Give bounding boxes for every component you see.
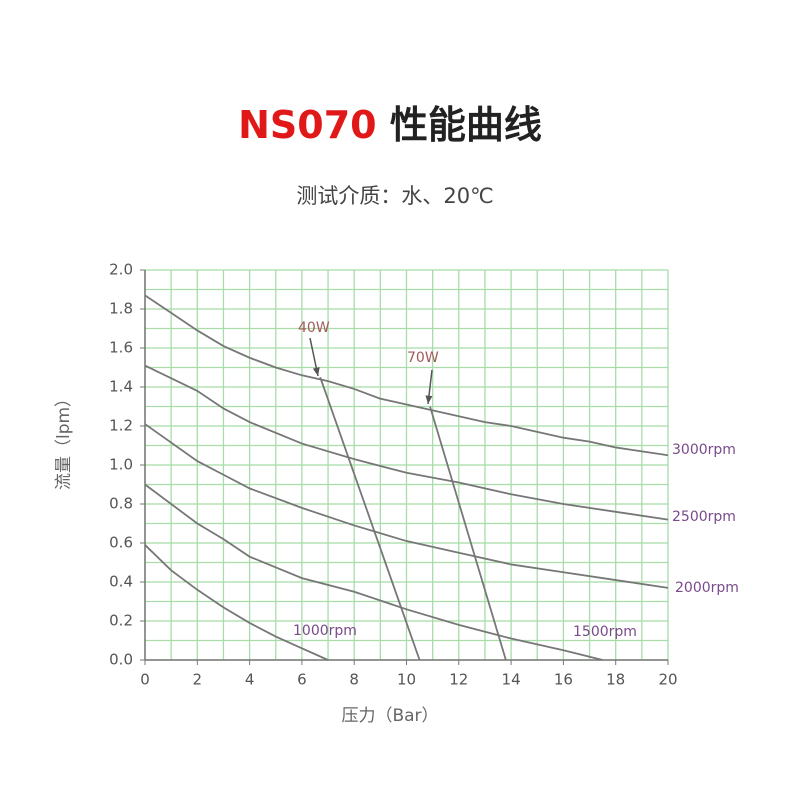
x-tick-label: 12 (449, 671, 468, 689)
x-tick-label: 18 (606, 671, 625, 689)
y-tick-label: 0.0 (109, 651, 133, 669)
series-line (144, 294, 669, 457)
y-tick-label: 1.4 (109, 378, 133, 396)
y-tick-label: 0.4 (109, 573, 133, 591)
series-label: 2500rpm (672, 509, 736, 525)
arrow-head (425, 395, 433, 404)
series-label: 2000rpm (675, 580, 739, 596)
y-tick-label: 0.2 (109, 612, 133, 630)
series-label: 3000rpm (672, 442, 736, 458)
y-tick-label: 1.8 (109, 300, 133, 318)
x-axis-label: 压力（Bar） (341, 706, 438, 726)
series-line (319, 376, 421, 661)
x-tick-label: 4 (245, 671, 255, 689)
y-tick-label: 0.6 (109, 534, 133, 552)
x-tick-label: 0 (140, 671, 150, 689)
chart-title: NS070 性能曲线 (238, 103, 542, 147)
series-label: 70W (407, 350, 439, 366)
series-line (144, 483, 603, 661)
y-tick-label: 0.8 (109, 495, 133, 513)
series-line (144, 544, 329, 661)
series-label: 1000rpm (293, 623, 357, 639)
y-tick-label: 2.0 (109, 261, 133, 279)
arrow-head (312, 367, 320, 376)
y-tick-label: 1.2 (109, 417, 133, 435)
x-tick-label: 6 (297, 671, 307, 689)
series-line (144, 423, 669, 589)
x-tick-label: 16 (554, 671, 573, 689)
series-label: 1500rpm (573, 624, 637, 640)
title-text: 性能曲线 (390, 103, 542, 147)
x-tick-label: 14 (502, 671, 521, 689)
y-axis-label: 流量（lpm） (54, 390, 74, 490)
x-tick-label: 2 (193, 671, 203, 689)
x-tick-label: 20 (658, 671, 677, 689)
series-line (429, 406, 507, 661)
subtitle: 测试介质：水、20℃ (296, 184, 493, 208)
series-line (144, 364, 669, 521)
x-tick-label: 8 (349, 671, 359, 689)
title-code: NS070 (238, 103, 377, 147)
x-tick-label: 10 (397, 671, 416, 689)
y-tick-label: 1.6 (109, 339, 133, 357)
y-tick-label: 1.0 (109, 456, 133, 474)
series-label: 40W (298, 320, 330, 336)
